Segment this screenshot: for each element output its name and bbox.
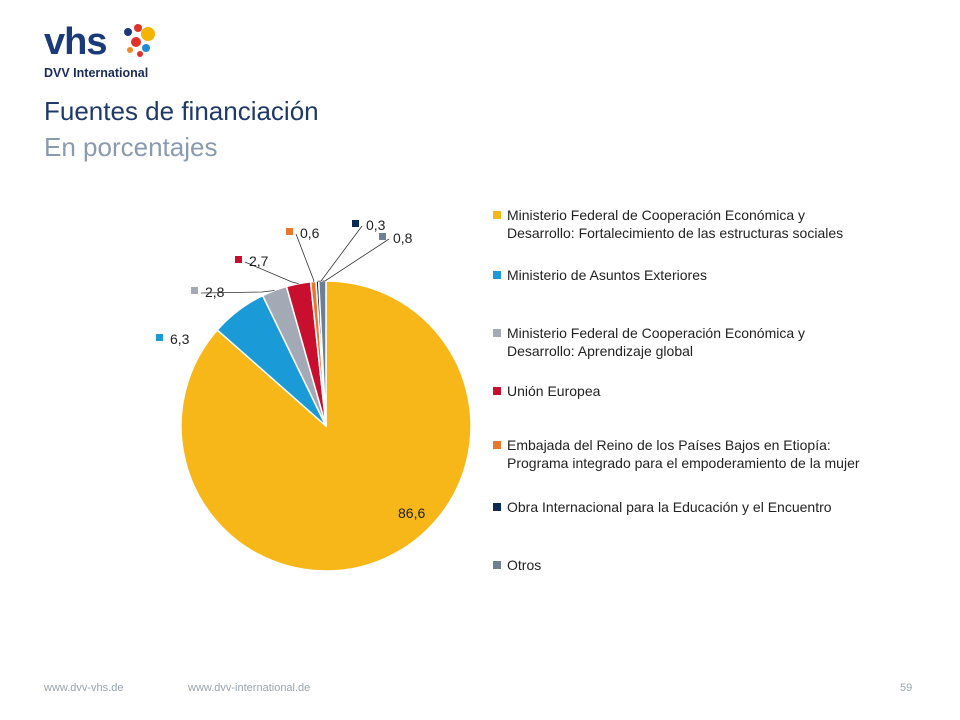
page-subtitle: En porcentajes bbox=[44, 132, 218, 162]
data-label-1: 6,3 bbox=[170, 331, 190, 347]
footer-link-dvv-international[interactable]: www.dvv-international.de bbox=[188, 682, 311, 694]
data-label-2: 2,8 bbox=[205, 284, 225, 300]
logo-text: vhs bbox=[44, 21, 107, 63]
legend-swatch-0 bbox=[493, 211, 501, 219]
legend-swatch-2 bbox=[493, 329, 501, 337]
legend-label-6: Otros bbox=[507, 557, 542, 573]
legend-swatch-3 bbox=[493, 387, 501, 395]
leader-line-3 bbox=[244, 261, 299, 285]
leader-line-5 bbox=[317, 225, 363, 282]
data-label-swatch-3 bbox=[235, 256, 242, 263]
logo-dots-icon bbox=[124, 24, 155, 57]
legend-label-0: Ministerio Federal de Cooperación Económ… bbox=[507, 207, 844, 241]
legend-swatch-1 bbox=[493, 271, 501, 279]
data-label-swatch-6 bbox=[379, 233, 386, 240]
data-label-0: 86,6 bbox=[398, 505, 425, 521]
legend-swatch-5 bbox=[493, 503, 501, 511]
data-label-5: 0,3 bbox=[366, 217, 386, 233]
leader-line-4 bbox=[295, 233, 315, 282]
data-label-4: 0,6 bbox=[300, 225, 320, 241]
leader-line-6 bbox=[322, 238, 390, 282]
legend-swatch-4 bbox=[493, 441, 501, 449]
legend-label-4: Embajada del Reino de los Países Bajos e… bbox=[507, 437, 860, 471]
legend-label-5: Obra Internacional para la Educación y e… bbox=[507, 499, 832, 515]
footer-link-dvv-vhs[interactable]: www.dvv-vhs.de bbox=[44, 682, 124, 694]
legend-label-3: Unión Europea bbox=[507, 383, 601, 399]
leader-line-2 bbox=[200, 290, 275, 294]
data-label-3: 2,7 bbox=[249, 253, 269, 269]
data-label-6: 0,8 bbox=[393, 230, 413, 246]
data-label-swatch-5 bbox=[352, 220, 359, 227]
page-number: 59 bbox=[900, 682, 913, 694]
data-label-swatch-2 bbox=[191, 287, 198, 294]
legend-label-2: Ministerio Federal de Cooperación Económ… bbox=[507, 325, 806, 359]
logo-subtext: DVV International bbox=[44, 66, 149, 80]
dvv-logo: vhs DVV International bbox=[44, 22, 204, 84]
legend-label-1: Ministerio de Asuntos Exteriores bbox=[507, 267, 707, 283]
data-label-swatch-4 bbox=[286, 228, 293, 235]
page-title: Fuentes de financiación bbox=[44, 96, 319, 126]
legend-swatch-6 bbox=[493, 561, 501, 569]
data-label-swatch-1 bbox=[156, 334, 163, 341]
